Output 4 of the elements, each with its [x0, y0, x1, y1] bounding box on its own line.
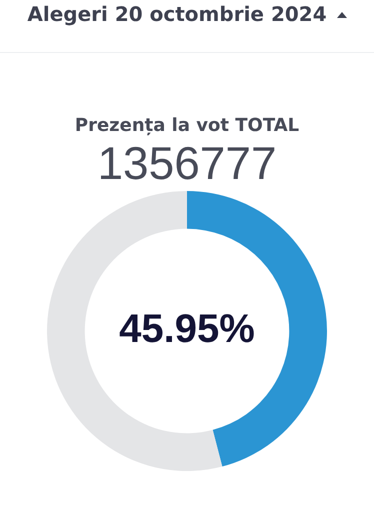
- chart-title: Alegeri 20 octombrie 2024: [27, 2, 327, 26]
- chart-subtitle: Prezența la vot TOTAL: [74, 115, 300, 136]
- data-label: 45.95%: [119, 307, 255, 352]
- text: 1356777: [96, 137, 278, 189]
